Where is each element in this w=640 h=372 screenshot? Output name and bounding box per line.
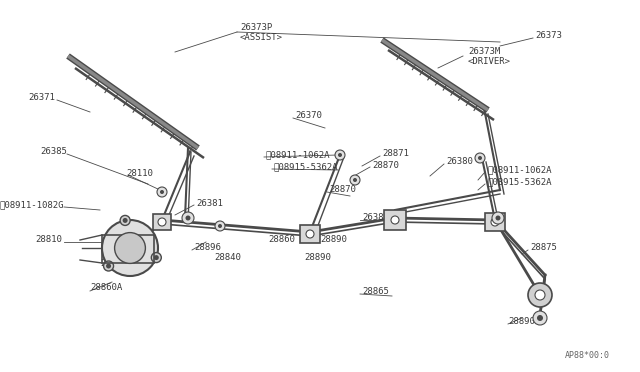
Circle shape [537, 315, 543, 321]
Text: 26381: 26381 [196, 199, 223, 208]
Circle shape [491, 218, 499, 226]
Circle shape [215, 221, 225, 231]
Text: 26373: 26373 [535, 31, 562, 39]
Circle shape [182, 212, 194, 224]
Circle shape [528, 283, 552, 307]
Text: 28890: 28890 [508, 317, 535, 327]
Circle shape [157, 187, 167, 197]
Circle shape [353, 178, 357, 182]
Circle shape [102, 220, 158, 276]
Text: 26370: 26370 [295, 112, 322, 121]
Circle shape [151, 253, 161, 263]
Circle shape [160, 190, 164, 194]
Circle shape [123, 218, 127, 223]
Text: 28871: 28871 [382, 150, 409, 158]
Circle shape [475, 153, 485, 163]
Text: 26373M: 26373M [468, 48, 500, 57]
Circle shape [391, 216, 399, 224]
Text: ⓝ08915-5362A: ⓝ08915-5362A [487, 177, 552, 186]
Circle shape [186, 215, 191, 221]
Text: 28896: 28896 [194, 244, 221, 253]
Circle shape [158, 218, 166, 226]
Circle shape [492, 212, 504, 224]
Text: 28810: 28810 [35, 235, 62, 244]
Text: 26380: 26380 [446, 157, 473, 167]
Text: <DRIVER>: <DRIVER> [468, 58, 511, 67]
Circle shape [104, 261, 113, 271]
Circle shape [338, 153, 342, 157]
Text: ⓝ08911-1082G: ⓝ08911-1082G [0, 201, 64, 209]
FancyBboxPatch shape [153, 214, 171, 230]
Text: 28875: 28875 [530, 244, 557, 253]
Circle shape [535, 290, 545, 300]
Text: ⓝ08911-1062A: ⓝ08911-1062A [487, 166, 552, 174]
Circle shape [106, 263, 111, 269]
Circle shape [218, 224, 222, 228]
Text: AP88*00:0: AP88*00:0 [565, 351, 610, 360]
Circle shape [120, 215, 130, 225]
Circle shape [478, 156, 482, 160]
Circle shape [335, 150, 345, 160]
FancyBboxPatch shape [300, 225, 320, 243]
Circle shape [533, 311, 547, 325]
Text: 28840: 28840 [214, 253, 241, 263]
Text: 28890: 28890 [304, 253, 331, 263]
FancyBboxPatch shape [384, 210, 406, 230]
Text: ⓝ08911-1062A: ⓝ08911-1062A [266, 151, 330, 160]
Circle shape [495, 215, 500, 221]
FancyBboxPatch shape [485, 213, 505, 231]
Text: <ASSIST>: <ASSIST> [240, 33, 283, 42]
Circle shape [306, 230, 314, 238]
Text: 28890: 28890 [320, 235, 347, 244]
Text: 26373P: 26373P [240, 23, 272, 32]
Circle shape [154, 255, 159, 260]
Circle shape [350, 175, 360, 185]
Text: 26385: 26385 [40, 148, 67, 157]
Text: 28870: 28870 [372, 160, 399, 170]
Text: 28865: 28865 [362, 288, 389, 296]
Circle shape [115, 232, 145, 263]
Text: 28860A: 28860A [90, 283, 122, 292]
Text: 28870: 28870 [329, 186, 356, 195]
Text: 28860: 28860 [268, 235, 295, 244]
Text: 28872: 28872 [100, 260, 127, 269]
Text: 28110: 28110 [126, 169, 153, 177]
Text: 26381: 26381 [362, 214, 389, 222]
Text: ⓝ08915-5362A: ⓝ08915-5362A [274, 163, 339, 171]
Text: 26371: 26371 [28, 93, 55, 103]
